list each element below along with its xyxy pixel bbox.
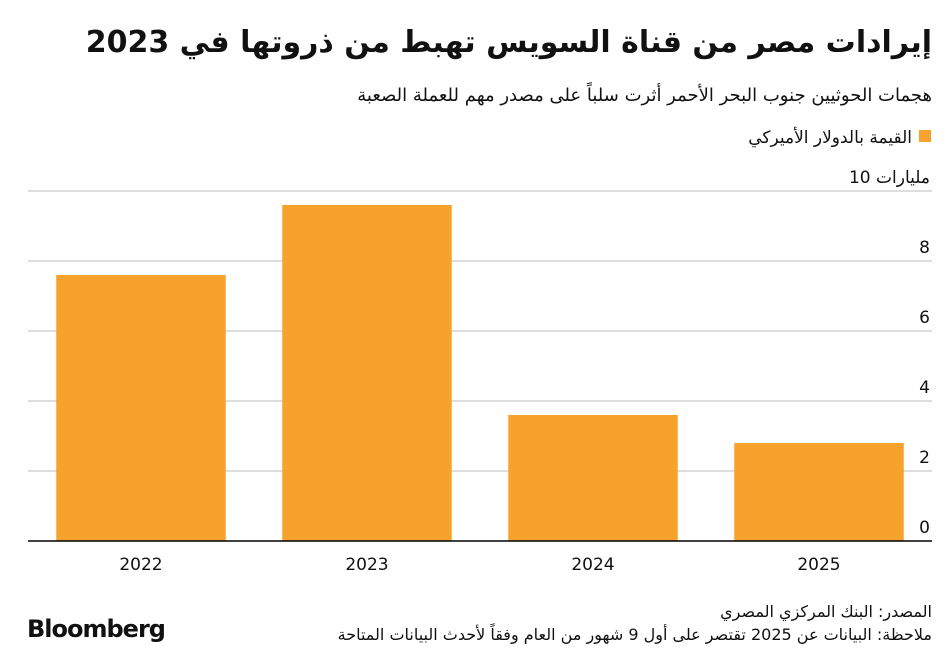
- bar: [56, 275, 226, 541]
- bar: [734, 443, 904, 541]
- source: المصدر: البنك المركزي المصري: [720, 602, 932, 622]
- x-tick-label: 2025: [797, 555, 840, 575]
- legend-swatch: [919, 130, 931, 142]
- x-tick-label: 2022: [119, 555, 162, 575]
- y-tick-label: 0: [919, 518, 930, 538]
- note: ملاحظة: البيانات عن 2025 تقتصر على أول 9…: [338, 622, 932, 645]
- bar: [508, 415, 678, 541]
- y-tick-label: 8: [919, 238, 930, 258]
- y-tick-label: 6: [919, 308, 930, 328]
- chart-title: إيرادات مصر من قناة السويس تهبط من ذروته…: [86, 25, 932, 60]
- x-tick-label: 2024: [571, 555, 614, 575]
- y-tick-label: 4: [919, 378, 930, 398]
- x-tick-label: 2023: [345, 555, 388, 575]
- y-tick-label: 2: [919, 448, 930, 468]
- legend-label: القيمة بالدولار الأميركي: [748, 127, 912, 148]
- chart-subtitle: هجمات الحوثيين جنوب البحر الأحمر أثرت سل…: [357, 82, 932, 106]
- logo: Bloomberg: [27, 615, 165, 643]
- bar: [282, 205, 452, 541]
- y-tick-label: 10 مليارات: [849, 168, 930, 188]
